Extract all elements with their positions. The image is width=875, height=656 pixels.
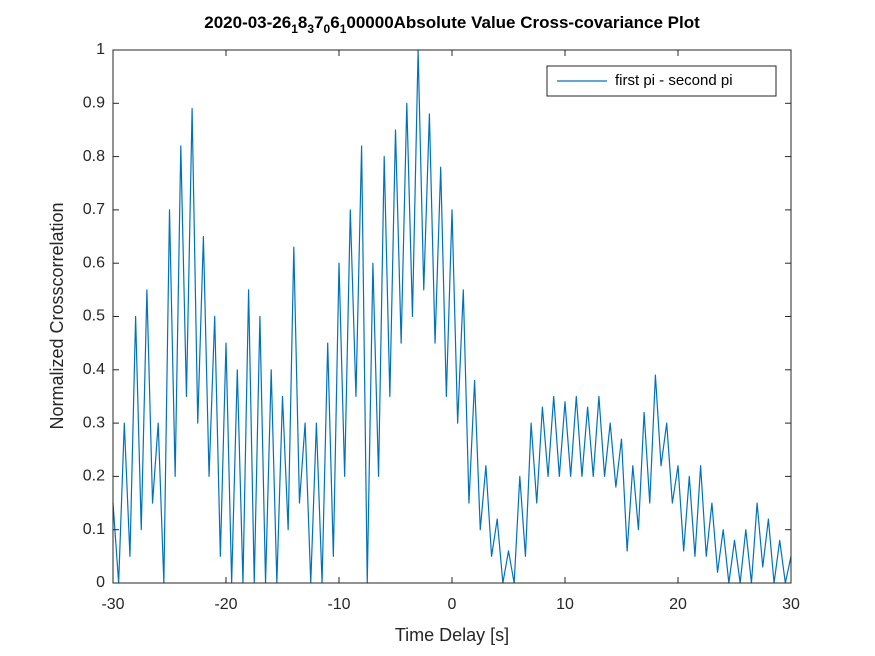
title-segment: 6 — [330, 13, 339, 32]
legend-label: first pi - second pi — [615, 72, 733, 89]
y-tick-label: 1 — [96, 41, 105, 58]
y-tick-label: 0.5 — [83, 308, 105, 325]
title-segment: 8 — [298, 13, 307, 32]
y-tick-label: 0.6 — [83, 254, 105, 271]
title-segment: 00000Absolute Value Cross-covariance Plo… — [346, 13, 700, 32]
x-tick-label: 0 — [448, 596, 457, 613]
x-tick-label: -20 — [214, 596, 237, 613]
x-tick-label: -10 — [327, 596, 350, 613]
title-segment: 0 — [324, 22, 331, 36]
title-segment: 1 — [291, 22, 298, 36]
title-segment: 7 — [314, 13, 323, 32]
y-tick-label: 0.1 — [83, 521, 105, 538]
y-axis-label: Normalized Crosscorrelation — [47, 202, 67, 429]
x-tick-label: 30 — [782, 596, 800, 613]
y-tick-label: 0.3 — [83, 414, 105, 431]
title-segment: 1 — [340, 22, 347, 36]
y-tick-label: 0.4 — [83, 361, 105, 378]
x-axis-label: Time Delay [s] — [395, 625, 509, 645]
x-tick-label: -30 — [101, 596, 124, 613]
title-segment: 2020-03-26 — [204, 13, 291, 32]
chart-title: 2020-03-26183706100000Absolute Value Cro… — [204, 13, 700, 36]
x-tick-label: 20 — [669, 596, 687, 613]
y-tick-label: 0 — [96, 574, 105, 591]
x-tick-label: 10 — [556, 596, 574, 613]
y-tick-label: 0.7 — [83, 201, 105, 218]
y-tick-label: 0.8 — [83, 148, 105, 165]
title-segment: 3 — [307, 22, 314, 36]
data-line — [112, 49, 792, 584]
y-tick-label: 0.2 — [83, 468, 105, 485]
y-tick-label: 0.9 — [83, 95, 105, 112]
